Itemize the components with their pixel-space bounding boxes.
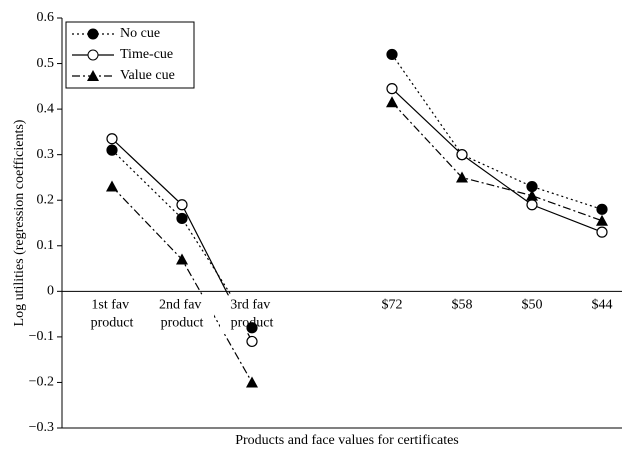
- label-backing: [80, 295, 144, 334]
- x-axis-label: Products and face values for certificate…: [235, 433, 459, 448]
- y-tick-label: −0.3: [29, 420, 54, 435]
- data-point: [246, 322, 258, 334]
- data-point: [246, 335, 258, 348]
- y-tick-label: 0: [47, 284, 54, 299]
- data-point: [456, 149, 468, 161]
- y-tick-label: 0.1: [37, 238, 55, 253]
- data-point: [176, 253, 188, 265]
- y-tick-label: −0.2: [29, 375, 54, 390]
- data-point: [386, 96, 398, 108]
- data-point: [176, 212, 188, 225]
- legend-marker: [87, 28, 99, 40]
- label-backing: [150, 295, 214, 334]
- legend-label: No cue: [120, 26, 160, 41]
- y-tick-label: 0.4: [37, 101, 55, 116]
- x-tick-label: $50: [522, 298, 543, 313]
- series-line: [111, 54, 603, 329]
- data-point: [596, 226, 608, 238]
- x-tick-label: 1st fav product: [91, 298, 134, 331]
- data-point: [386, 48, 398, 61]
- x-tick-label: $44: [592, 298, 613, 313]
- legend-label: Value cue: [120, 68, 175, 83]
- data-point: [456, 171, 468, 183]
- y-tick-label: 0.6: [37, 10, 55, 25]
- data-point: [596, 203, 608, 215]
- x-tick-label: $58: [452, 298, 473, 313]
- data-point: [596, 214, 608, 226]
- legend-label: Time-cue: [120, 47, 173, 62]
- data-point: [176, 199, 188, 211]
- data-point: [526, 189, 538, 201]
- data-point: [386, 83, 398, 95]
- data-point: [526, 199, 538, 211]
- legend-box: [65, 21, 195, 89]
- data-point: [246, 376, 258, 388]
- y-tick-label: 0.5: [37, 56, 55, 71]
- data-point: [106, 180, 118, 192]
- x-tick-label: 2nd fav product: [159, 298, 205, 331]
- y-tick-label: 0.2: [37, 192, 55, 207]
- series-line: [111, 101, 603, 383]
- y-axis-label: Log utilities (regression coefficients): [12, 119, 27, 326]
- y-tick-label: −0.1: [29, 329, 54, 344]
- data-point: [106, 144, 118, 156]
- data-point: [106, 133, 118, 145]
- x-tick-label: $72: [382, 298, 403, 313]
- y-tick-label: 0.3: [37, 147, 55, 162]
- legend-marker: [87, 70, 99, 81]
- legend-marker: [87, 49, 99, 61]
